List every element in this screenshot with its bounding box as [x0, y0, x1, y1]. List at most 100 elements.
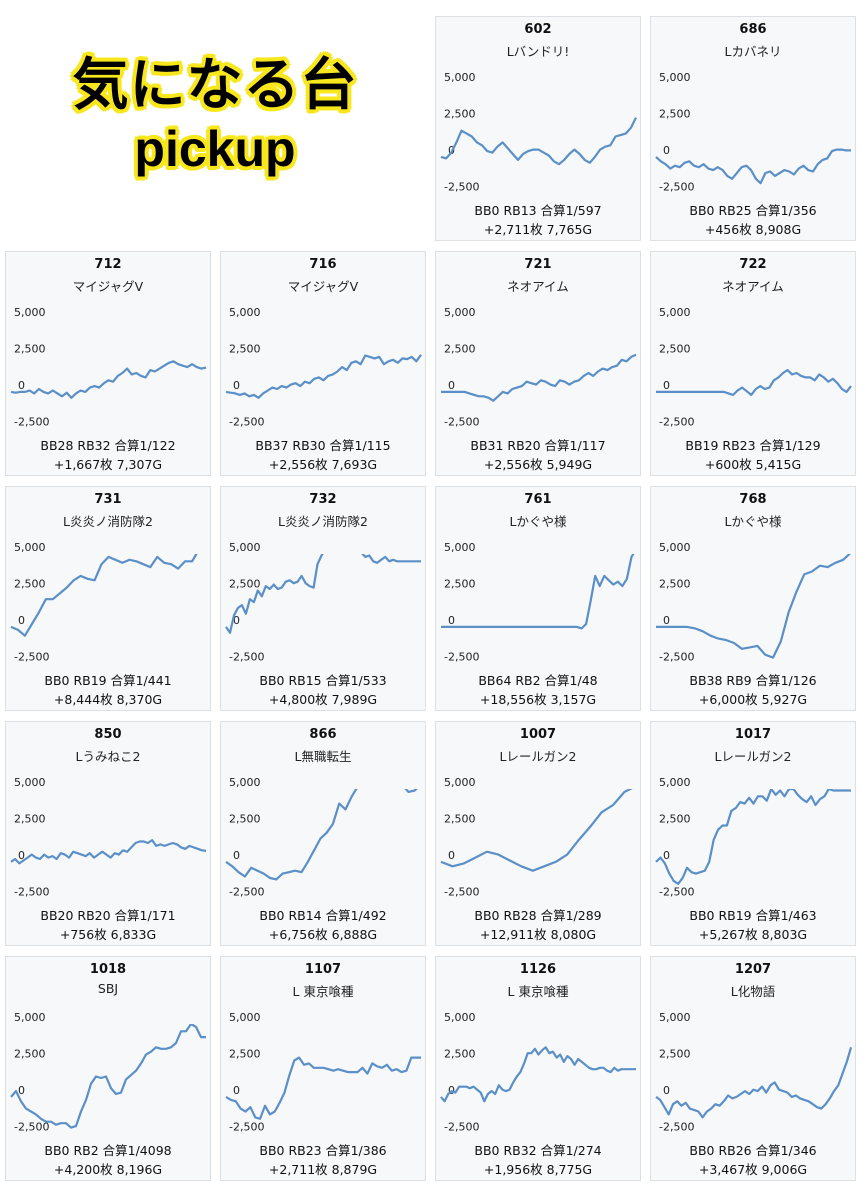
y-tick-label: 5,000 [229, 306, 261, 319]
machine-card: 1126 L 東京喰種 5,000 2,500 0 -2,500 BB0 RB32 合算1/… [435, 956, 641, 1181]
page-subtitle: pickup [134, 121, 296, 178]
payout-chart: 5,000 2,500 0 -2,500 [225, 541, 421, 663]
machine-number: 716 [309, 257, 337, 272]
y-tick-label: 0 [233, 1084, 240, 1097]
y-tick-label: 0 [448, 614, 455, 627]
machine-card: 686 Lカバネリ 5,000 2,500 0 -2,500 BB0 RB25 合算1/35… [650, 16, 856, 241]
payout-result: +2,556枚 7,693G [268, 457, 378, 472]
y-tick-label: -2,500 [444, 650, 479, 663]
machine-number: 1007 [519, 727, 557, 742]
y-tick-label: -2,500 [229, 650, 264, 663]
payout-series-line [655, 789, 851, 885]
machine-number: 732 [309, 492, 337, 507]
y-tick-label: 2,500 [14, 812, 46, 825]
y-tick-label: 0 [233, 849, 240, 862]
y-tick-label: -2,500 [659, 650, 694, 663]
machine-number: 712 [94, 257, 122, 272]
bonus-stats: BB19 RB23 合算1/129 [685, 438, 821, 453]
y-tick-label: -2,500 [444, 415, 479, 428]
payout-series-line [656, 368, 852, 396]
bonus-stats: BB0 RB13 合算1/597 [474, 203, 602, 218]
bonus-stats: BB0 RB19 合算1/463 [689, 908, 817, 923]
machine-number: 1207 [734, 962, 772, 977]
y-tick-label: 2,500 [229, 577, 261, 590]
machine-number: 686 [739, 22, 767, 37]
y-tick-label: -2,500 [659, 180, 694, 193]
bonus-stats: BB38 RB9 合算1/126 [689, 673, 817, 688]
y-tick-label: 5,000 [659, 541, 691, 554]
payout-series-line [440, 1046, 636, 1103]
title-block: 気になる台 pickup [0, 0, 430, 240]
machine-name: Lレールガン2 [714, 749, 792, 764]
machine-card: 1007 Lレールガン2 5,000 2,500 0 -2,500 BB0 RB28 合算1… [435, 721, 641, 946]
bonus-stats: BB0 RB23 合算1/386 [259, 1143, 387, 1158]
payout-result: +4,200枚 8,196G [53, 1162, 163, 1177]
machine-card: 721 ネオアイム 5,000 2,500 0 -2,500 BB31 RB20 合算1/1… [435, 251, 641, 476]
y-tick-label: 5,000 [659, 71, 691, 84]
y-tick-label: -2,500 [659, 1120, 694, 1133]
payout-series-line [10, 1024, 206, 1129]
y-tick-label: 5,000 [229, 541, 261, 554]
machine-card: 716 マイジャグV 5,000 2,500 0 -2,500 BB37 RB30 合算1/… [220, 251, 426, 476]
y-tick-label: -2,500 [444, 180, 479, 193]
machine-number: 1126 [519, 962, 557, 977]
payout-series-line [655, 148, 851, 185]
y-tick-label: 5,000 [659, 776, 691, 789]
y-tick-label: -2,500 [14, 885, 49, 898]
y-tick-label: 2,500 [444, 1047, 476, 1060]
payout-result: +2,711枚 8,879G [268, 1162, 378, 1177]
y-tick-label: 2,500 [14, 1047, 46, 1060]
y-tick-label: 5,000 [14, 541, 46, 554]
y-tick-label: 0 [663, 1084, 670, 1097]
page-title: 気になる台 [72, 52, 358, 118]
payout-series-line [225, 789, 418, 881]
y-tick-label: 2,500 [14, 342, 46, 355]
payout-series-line [656, 554, 852, 659]
machine-number: 602 [524, 22, 552, 37]
machine-number: 722 [739, 257, 767, 272]
machine-card: 761 Lかぐや様 5,000 2,500 0 -2,500 BB64 RB2 合算1/48… [435, 486, 641, 711]
machine-card: 1018 SBJ 5,000 2,500 0 -2,500 BB0 RB2 合算1/4098… [5, 956, 211, 1181]
y-tick-label: 5,000 [444, 306, 476, 319]
bonus-stats: BB31 RB20 合算1/117 [470, 438, 606, 453]
payout-result: +2,711枚 7,765G [483, 222, 593, 237]
machine-name: Lレールガン2 [499, 749, 577, 764]
machine-card: 731 L炎炎ノ消防隊2 5,000 2,500 0 -2,500 BB0 RB19 合算1… [5, 486, 211, 711]
y-tick-label: -2,500 [14, 415, 49, 428]
machine-name: L無職転生 [294, 749, 352, 764]
y-tick-label: 0 [663, 144, 670, 157]
machine-name: Lうみねこ2 [75, 749, 141, 764]
bonus-stats: BB28 RB32 合算1/122 [40, 438, 176, 453]
machine-card: 850 Lうみねこ2 5,000 2,500 0 -2,500 BB20 RB20 合算1/… [5, 721, 211, 946]
y-tick-label: 2,500 [14, 577, 46, 590]
y-tick-label: 5,000 [229, 1011, 261, 1024]
bonus-stats: BB0 RB2 合算1/4098 [44, 1143, 172, 1158]
machine-name: ネオアイム [722, 279, 784, 294]
y-tick-label: 0 [18, 1084, 25, 1097]
machine-card: 732 L炎炎ノ消防隊2 5,000 2,500 0 -2,500 BB0 RB15 合算1… [220, 486, 426, 711]
machine-number: 866 [309, 727, 337, 742]
y-tick-label: 5,000 [444, 541, 476, 554]
bonus-stats: BB0 RB14 合算1/492 [259, 908, 387, 923]
payout-result: +756枚 6,833G [59, 927, 157, 942]
y-tick-label: 0 [663, 379, 670, 392]
machine-card: 602 Lバンドリ! 5,000 2,500 0 -2,500 BB0 RB13 合算1/5… [435, 16, 641, 241]
y-tick-label: 0 [233, 614, 240, 627]
y-tick-label: 5,000 [444, 776, 476, 789]
y-tick-label: 5,000 [444, 71, 476, 84]
machine-name: L化物語 [730, 984, 776, 999]
bonus-stats: BB0 RB25 合算1/356 [689, 203, 817, 218]
y-tick-label: 5,000 [14, 776, 46, 789]
